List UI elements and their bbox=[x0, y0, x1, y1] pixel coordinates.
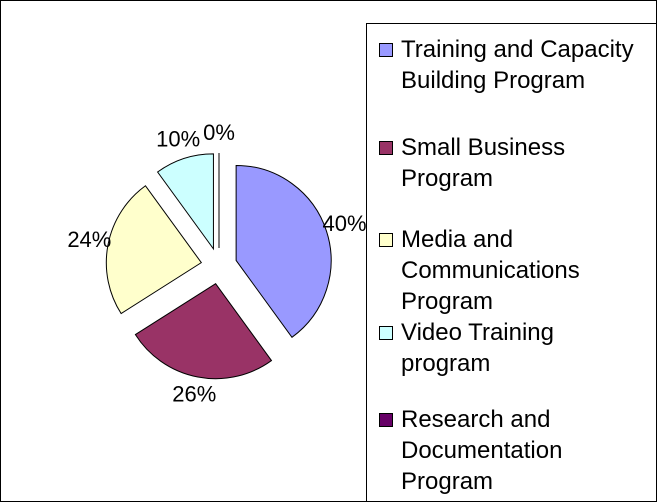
legend-label: Small Business Program bbox=[401, 134, 566, 192]
legend-entry: Research and Documentation Program bbox=[379, 404, 649, 497]
legend-swatch bbox=[379, 413, 393, 427]
data-label: 0% bbox=[203, 120, 235, 145]
pie-area: 40% 26% 24% 10% 0% bbox=[67, 120, 366, 407]
legend-entry: Small Business Program bbox=[379, 132, 649, 194]
legend-label: Video Training program bbox=[401, 319, 554, 377]
pie-slice bbox=[105, 185, 203, 315]
legend: Training and Capacity Building Program Sm… bbox=[366, 23, 656, 501]
legend-entry: Media and Communications Program bbox=[379, 224, 649, 317]
legend-label: Training and Capacity Building Program bbox=[401, 36, 634, 94]
pie-slice bbox=[235, 164, 332, 338]
data-label: 40% bbox=[323, 211, 366, 236]
legend-entry: Training and Capacity Building Program bbox=[379, 34, 649, 96]
legend-swatch bbox=[379, 326, 393, 340]
legend-label: Media and Communications Program bbox=[401, 226, 580, 315]
data-label: 24% bbox=[67, 227, 111, 252]
legend-label: Research and Documentation Program bbox=[401, 406, 563, 495]
pie-slice bbox=[134, 283, 273, 380]
data-label: 10% bbox=[156, 126, 200, 151]
legend-swatch bbox=[379, 141, 393, 155]
legend-entry: Video Training program bbox=[379, 317, 649, 379]
legend-swatch bbox=[379, 43, 393, 57]
legend-swatch bbox=[379, 233, 393, 247]
data-label: 26% bbox=[172, 381, 216, 406]
pie-slice bbox=[156, 153, 214, 251]
